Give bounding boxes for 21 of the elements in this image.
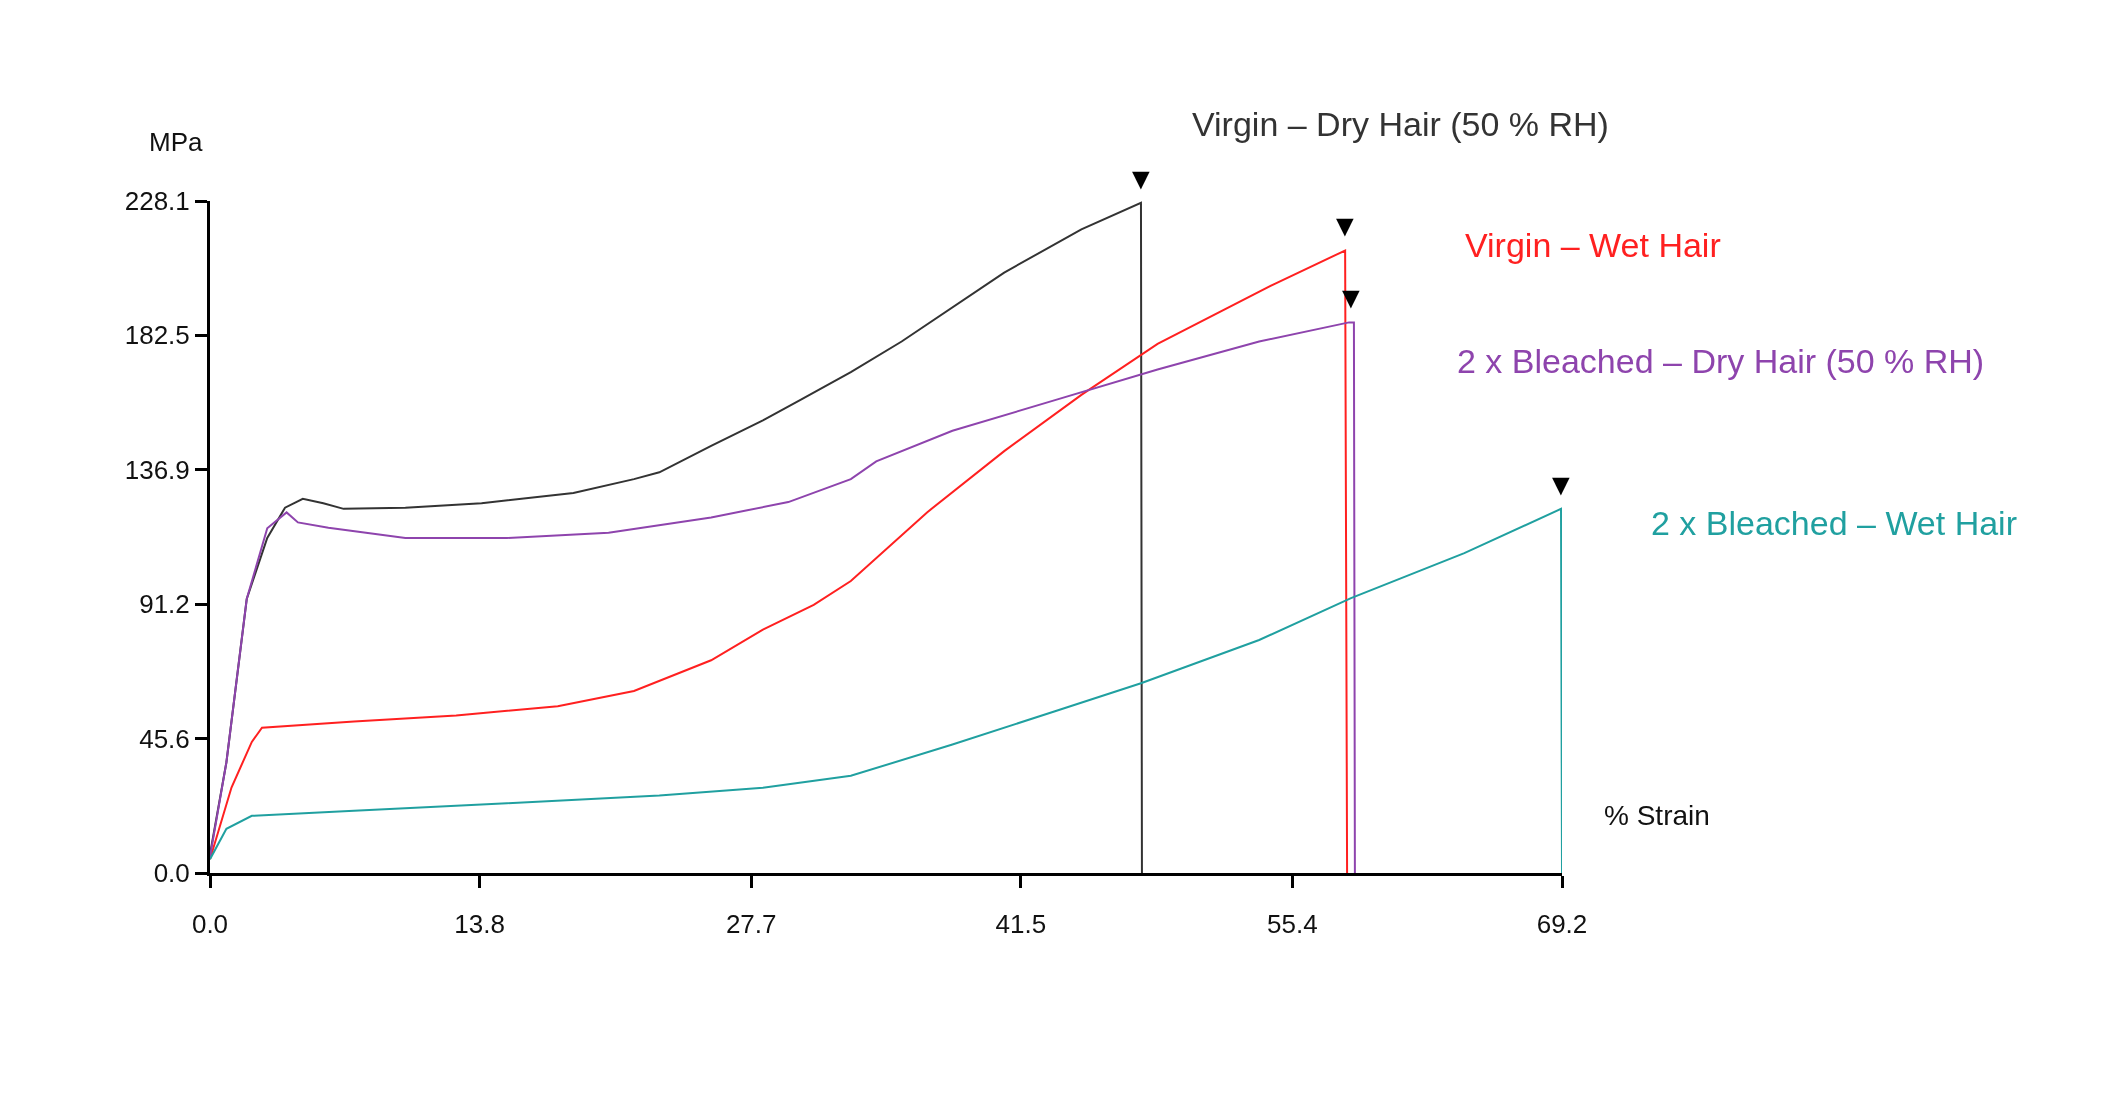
- text: Virgin – Dry Hair (50 % RH): [1192, 105, 1609, 143]
- y-tick-label: 136.9: [124, 454, 190, 485]
- y-tick-label: 91.2: [139, 589, 190, 620]
- x-tick-label: 69.2: [1536, 909, 1588, 940]
- text: 2 x Bleached – Wet Hair: [1651, 504, 2017, 542]
- annotation: ▼: [1126, 162, 1156, 195]
- y-axis-title: MPa: [149, 127, 203, 157]
- x-axis-title: % Strain: [1604, 800, 1710, 831]
- y-tick-label: 0.0: [153, 858, 190, 889]
- annotation: ▼: [1330, 209, 1360, 242]
- y-tick-label: 228.1: [124, 186, 190, 217]
- x-tick-label: 55.4: [1267, 909, 1318, 940]
- x-tick-label: 41.5: [995, 909, 1047, 940]
- annotation: ▼: [1546, 468, 1576, 501]
- x-tick-label: 27.7: [725, 909, 777, 940]
- text: 2 x Bleached – Dry Hair (50 % RH): [1457, 342, 1985, 380]
- y-tick-label: 182.5: [124, 320, 190, 351]
- text: Virgin – Wet Hair: [1465, 226, 1721, 264]
- x-tick-label: 13.8: [454, 909, 505, 940]
- x-tick-label: 0.0: [191, 909, 229, 940]
- y-tick-label: 45.6: [139, 723, 190, 754]
